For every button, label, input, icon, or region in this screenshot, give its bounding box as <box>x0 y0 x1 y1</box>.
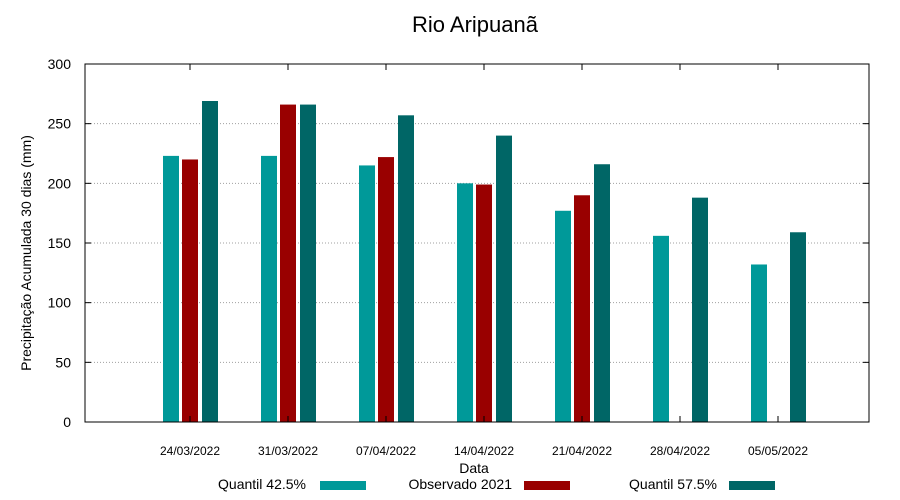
legend-swatch <box>320 481 366 490</box>
bar-1-3 <box>359 165 375 422</box>
y-tick-label: 100 <box>48 295 72 311</box>
x-tick-label: 28/04/2022 <box>650 444 710 458</box>
bar-2-2 <box>280 104 296 422</box>
bar-1-6 <box>653 235 669 422</box>
x-axis-label: Data <box>459 460 489 476</box>
legend-swatch <box>729 481 775 490</box>
chart-title: Rio Aripuanã <box>412 12 539 37</box>
bar-3-1 <box>202 100 218 422</box>
y-tick-label: 50 <box>55 354 71 370</box>
x-tick-label: 14/04/2022 <box>454 444 514 458</box>
x-axis-ticks: 24/03/2022 31/03/2022 07/04/2022 14/04/2022… <box>160 64 808 458</box>
bars <box>163 100 806 423</box>
legend-label: Observado 2021 <box>408 476 512 492</box>
x-tick-label: 07/04/2022 <box>356 444 416 458</box>
bar-3-6 <box>692 197 708 422</box>
y-tick-label: 200 <box>48 175 72 191</box>
bar-3-2 <box>300 104 316 422</box>
x-tick-label: 05/05/2022 <box>748 444 808 458</box>
bar-2-3 <box>378 157 394 422</box>
bar-3-3 <box>398 115 414 423</box>
y-axis-ticks: 0 50 100 150 200 250 300 <box>48 56 869 430</box>
legend: Quantil 42.5% Observado 2021 Quantil 57.5% <box>218 476 775 492</box>
legend-label: Quantil 42.5% <box>218 476 306 492</box>
bar-1-5 <box>555 210 571 422</box>
bar-2-4 <box>476 184 492 422</box>
bar-1-2 <box>261 155 277 423</box>
bar-2-1 <box>182 159 198 422</box>
legend-swatch <box>524 481 570 490</box>
bar-1-1 <box>163 155 179 423</box>
y-tick-label: 300 <box>48 56 72 72</box>
x-tick-label: 31/03/2022 <box>258 444 318 458</box>
bar-3-4 <box>496 135 512 422</box>
y-tick-label: 250 <box>48 116 72 132</box>
bar-2-5 <box>574 195 590 422</box>
bar-1-7 <box>751 264 767 422</box>
y-tick-label: 0 <box>63 414 71 430</box>
bar-1-4 <box>457 183 473 422</box>
bar-3-5 <box>594 164 610 423</box>
y-axis-label: Precipitação Acumulada 30 dias (mm) <box>18 135 34 371</box>
x-tick-label: 24/03/2022 <box>160 444 220 458</box>
y-tick-label: 150 <box>48 235 72 251</box>
legend-label: Quantil 57.5% <box>629 476 717 492</box>
x-tick-label: 21/04/2022 <box>552 444 612 458</box>
bar-3-7 <box>790 232 806 422</box>
